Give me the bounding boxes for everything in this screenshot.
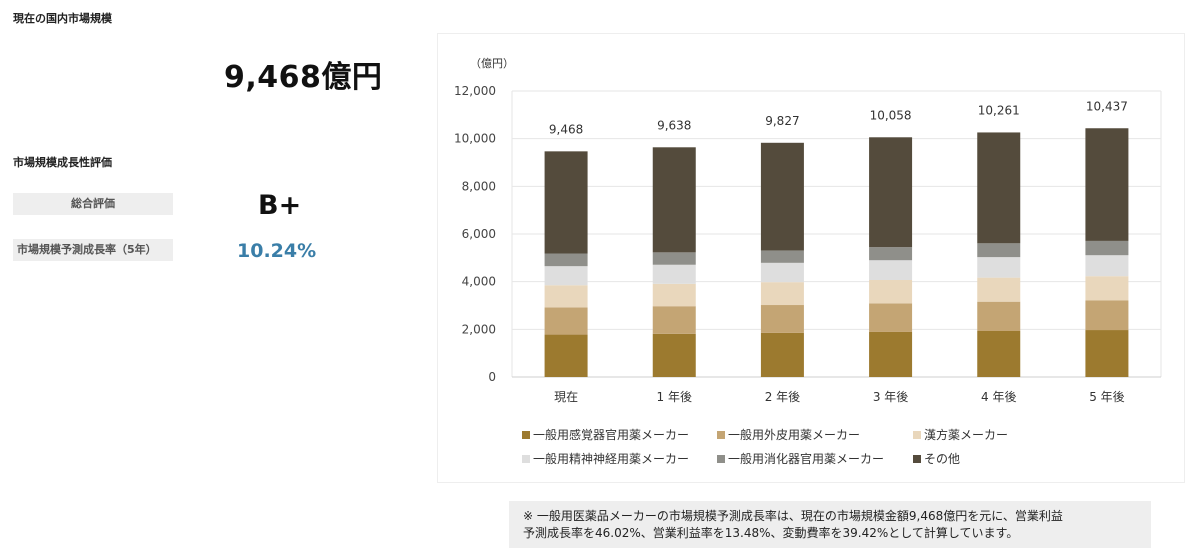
y-tick-label: 0 [488,370,496,384]
bar-total-label: 10,058 [870,108,912,122]
y-tick-label: 2,000 [462,322,496,336]
bar-segment [652,283,696,307]
bar-segment [869,260,913,280]
bar-segment [652,306,696,334]
x-tick-label: 現在 [554,390,578,404]
bar-segment [869,303,913,332]
bar-total-label: 9,468 [549,122,583,136]
bar-segment [760,142,804,251]
x-tick-label: 1 年後 [657,390,692,404]
bar-total-label: 9,638 [657,118,691,132]
bar-segment [652,333,696,377]
bar-segment [977,132,1021,244]
legend-swatch [913,455,921,463]
legend-label: 漢方薬メーカー [924,427,1008,442]
legend-label: 一般用外皮用薬メーカー [728,427,860,442]
legend-swatch [913,431,921,439]
overall-rating-label: 総合評価 [13,193,173,215]
bar-segment [760,250,804,263]
bar-segment [869,137,913,248]
bar-segment [977,301,1021,332]
chart-card: （億円） 0 2,000 4,000 6,000 8,000 10,000 12,000 9,4… [437,33,1185,483]
bar-segment [760,282,804,306]
bar-total-label: 10,437 [1086,99,1128,113]
bar-total-label: 10,261 [978,103,1020,117]
bar-segment [760,262,804,283]
legend-swatch [717,455,725,463]
y-tick-label: 8,000 [462,179,496,193]
bar-total-label: 9,827 [765,114,799,128]
bar-segment [544,334,588,377]
growth-section-title: 市場規模成長性評価 [13,156,112,169]
stacked-bar-chart: （億円） 0 2,000 4,000 6,000 8,000 10,000 12,000 9,4… [454,57,1162,466]
y-tick-label: 6,000 [462,227,496,241]
y-tick-label: 10,000 [454,132,496,146]
legend-label: 一般用精神神経用薬メーカー [533,451,689,466]
legend-label: その他 [924,452,960,466]
market-size-title: 現在の国内市場規模 [13,12,112,25]
x-tick-label: 2 年後 [765,390,800,404]
growth-rate-value: 10.24% [237,240,317,262]
legend-label: 一般用感覚器官用薬メーカー [533,427,689,442]
y-axis-label: （億円） [470,57,514,70]
bar-segment [977,331,1021,377]
bar-segment [869,247,913,261]
bar-segment [1085,330,1129,377]
market-size-value: 9,468億円 [224,60,383,95]
bar-segment [869,279,913,304]
bar-segment [652,264,696,284]
legend-swatch [717,431,725,439]
footnote: ※ 一般用医薬品メーカーの市場規模予測成長率は、現在の市場規模金額9,468億円… [509,501,1151,548]
bar-segment [652,252,696,265]
overall-rating-grade: B+ [258,190,302,221]
x-tick-label: 3 年後 [873,390,908,404]
y-tick-label: 4,000 [462,275,496,289]
bar-segment [544,253,588,267]
bar-segment [544,266,588,286]
bar-segment [760,332,804,377]
x-tick-label: 5 年後 [1089,390,1124,404]
footnote-line-2: 予測成長率を46.02%、営業利益率を13.48%、変動費率を39.42%として… [523,526,1019,540]
legend-label: 一般用消化器官用薬メーカー [728,451,884,466]
bar-segment [1085,276,1129,301]
legend-swatch [522,431,530,439]
bar-segment [544,307,588,335]
bar-segment [652,147,696,253]
y-tick-label: 12,000 [454,84,496,98]
bar-segment [1085,255,1129,277]
x-tick-label: 4 年後 [981,390,1016,404]
growth-rate-label: 市場規模予測成長率（5年） [13,239,173,261]
bar-segment [869,331,913,377]
bar-segment [977,257,1021,278]
bar-segment [544,151,588,254]
bar-segment [977,243,1021,258]
bar-segment [977,277,1021,302]
footnote-line-1: ※ 一般用医薬品メーカーの市場規模予測成長率は、現在の市場規模金額9,468億円… [523,509,1063,523]
bar-segment [760,305,804,333]
bar-segment [1085,128,1129,241]
legend-swatch [522,455,530,463]
bar-segment [544,285,588,308]
bar-segment [1085,240,1129,256]
bar-segment [1085,300,1129,331]
